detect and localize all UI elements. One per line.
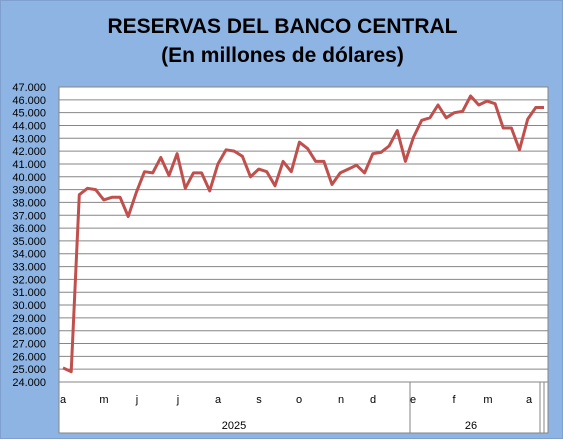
y-tick-label: 29.000 xyxy=(12,313,46,325)
y-tick-label: 34.000 xyxy=(12,249,46,261)
y-tick-label: 36.000 xyxy=(12,223,46,235)
y-tick-label: 31.000 xyxy=(12,287,46,299)
x-month-label: a xyxy=(526,394,533,406)
y-tick-label: 27.000 xyxy=(12,339,46,351)
x-month-label: j xyxy=(135,394,138,406)
y-tick-label: 35.000 xyxy=(12,236,46,248)
y-tick-label: 38.000 xyxy=(12,197,46,209)
x-month-label: s xyxy=(256,394,262,406)
y-tick-label: 39.000 xyxy=(12,185,46,197)
y-tick-label: 40.000 xyxy=(12,172,46,184)
x-month-label: d xyxy=(370,394,376,406)
x-month-label: n xyxy=(338,394,344,406)
y-tick-label: 33.000 xyxy=(12,262,46,274)
y-axis-tick-labels: 24.00025.00026.00027.00028.00029.00030.0… xyxy=(12,82,46,389)
x-axis: a m j j a s o n d e f m a 2025 26 xyxy=(60,382,545,433)
y-tick-label: 47.000 xyxy=(12,82,46,94)
y-tick-label: 28.000 xyxy=(12,326,46,338)
y-tick-label: 41.000 xyxy=(12,159,46,171)
x-year-label: 26 xyxy=(465,420,477,432)
y-tick-label: 25.000 xyxy=(12,364,46,376)
y-tick-label: 30.000 xyxy=(12,300,46,312)
y-tick-label: 43.000 xyxy=(12,133,46,145)
chart-title: RESERVAS DEL BANCO CENTRAL xyxy=(107,15,458,38)
y-tick-label: 26.000 xyxy=(12,351,46,363)
x-month-label: a xyxy=(60,394,67,406)
x-axis-panel xyxy=(58,381,549,434)
y-tick-label: 44.000 xyxy=(12,120,46,132)
y-tick-label: 32.000 xyxy=(12,274,46,286)
x-month-label: o xyxy=(296,394,302,406)
y-tick-label: 42.000 xyxy=(12,146,46,158)
y-tick-label: 45.000 xyxy=(12,108,46,120)
series-line xyxy=(62,94,544,374)
x-month-label: f xyxy=(452,394,456,406)
x-month-label: m xyxy=(483,394,492,406)
x-month-label: j xyxy=(176,394,179,406)
chart-subtitle: (En millones de dólares) xyxy=(161,44,404,67)
grid-lines xyxy=(59,86,548,383)
x-month-label: a xyxy=(215,394,222,406)
y-tick-label: 37.000 xyxy=(12,210,46,222)
x-year-label: 2025 xyxy=(222,420,246,432)
y-tick-label: 24.000 xyxy=(12,377,46,389)
plot-area xyxy=(58,86,549,383)
x-month-label: m xyxy=(99,394,108,406)
x-month-label: e xyxy=(410,394,416,406)
y-tick-label: 46.000 xyxy=(12,95,46,107)
